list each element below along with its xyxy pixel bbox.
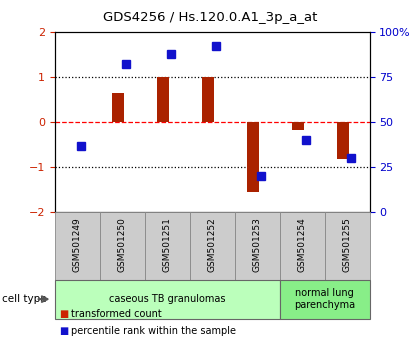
Text: GSM501252: GSM501252 — [207, 217, 217, 272]
Bar — [112, 93, 124, 122]
Text: GDS4256 / Hs.120.0.A1_3p_a_at: GDS4256 / Hs.120.0.A1_3p_a_at — [103, 11, 317, 24]
Text: GSM501251: GSM501251 — [163, 217, 172, 272]
Text: percentile rank within the sample: percentile rank within the sample — [71, 326, 236, 336]
Bar — [157, 77, 169, 122]
Text: GSM501249: GSM501249 — [73, 217, 81, 272]
Bar — [247, 122, 260, 192]
Text: GSM501254: GSM501254 — [298, 217, 307, 272]
Text: caseous TB granulomas: caseous TB granulomas — [109, 294, 226, 304]
Text: GSM501253: GSM501253 — [252, 217, 262, 272]
Text: normal lung
parenchyma: normal lung parenchyma — [294, 288, 355, 310]
Bar — [202, 77, 214, 122]
Bar — [292, 122, 304, 130]
Text: transformed count: transformed count — [71, 309, 162, 319]
Text: ■: ■ — [59, 309, 68, 319]
Text: GSM501255: GSM501255 — [343, 217, 352, 272]
Text: GSM501250: GSM501250 — [118, 217, 126, 272]
Text: ■: ■ — [59, 326, 68, 336]
Text: cell type: cell type — [2, 294, 47, 304]
Bar — [337, 122, 349, 159]
